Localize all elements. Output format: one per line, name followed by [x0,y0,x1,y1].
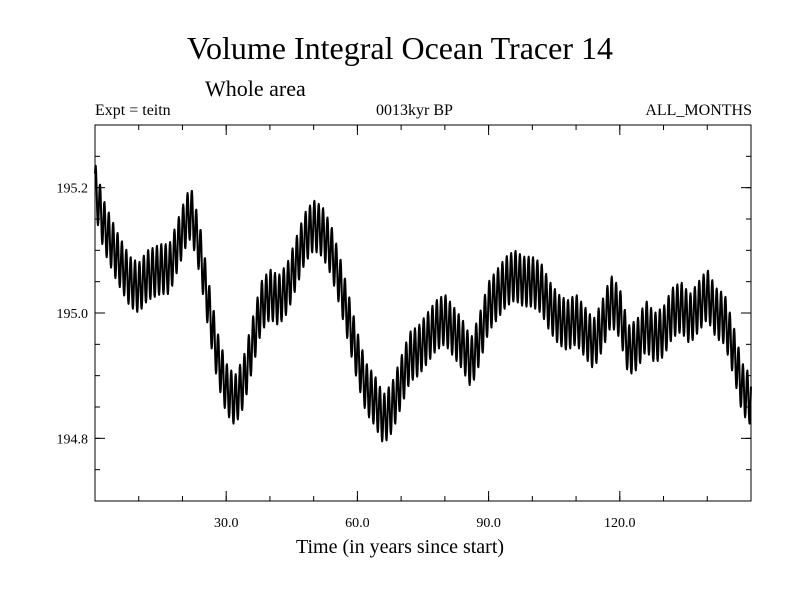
y-tick-label: 195.0 [57,307,89,322]
x-tick-label: 90.0 [476,516,501,531]
expt-label: Expt = teitn [95,102,171,119]
axis-tick-labels: 30.0 60.0 90.0 120.0 194.8 195.0 195.2 [57,182,636,531]
x-tick-label: 30.0 [214,516,239,531]
x-tick-label: 60.0 [345,516,370,531]
axis-ticks [95,125,751,501]
chart-subtitle: Whole area [205,76,306,101]
chart-title: Volume Integral Ocean Tracer 14 [187,30,613,66]
x-axis-label: Time (in years since start) [295,536,505,558]
data-series-line [94,164,752,443]
y-tick-label: 195.2 [57,182,89,197]
plot-frame [94,124,752,502]
epoch-label: 0013kyr BP [376,102,453,119]
y-tick-label: 194.8 [57,432,89,447]
months-label: ALL_MONTHS [645,102,752,119]
x-tick-label: 120.0 [604,516,636,531]
